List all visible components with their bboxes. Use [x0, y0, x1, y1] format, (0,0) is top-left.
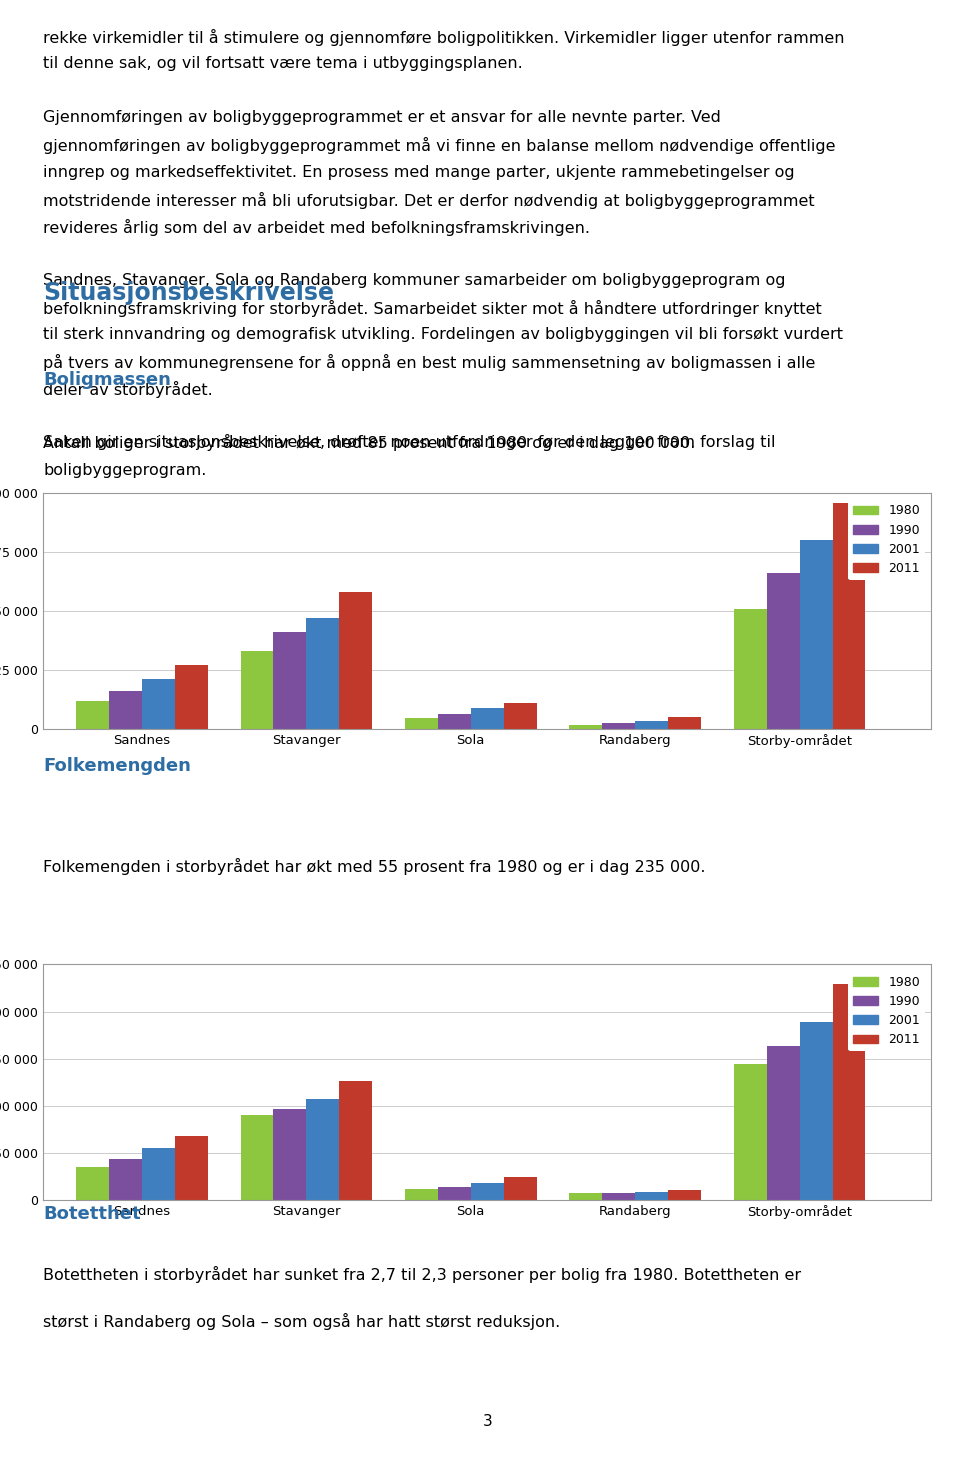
Text: deler av storbyrådet.: deler av storbyrådet. [43, 381, 213, 398]
Bar [668, 716, 701, 730]
Text: på tvers av kommunegrensene for å oppnå en best mulig sammensetning av boligmass: på tvers av kommunegrensene for å oppnå … [43, 355, 816, 371]
Text: Antall boliger i storbyrådet har økt med 85 prosent fra 1980 og er i dag 100 000: Antall boliger i storbyrådet har økt med… [43, 434, 696, 451]
Bar [767, 573, 800, 730]
Bar [767, 1046, 800, 1200]
Bar [274, 1109, 306, 1200]
Bar [438, 1187, 470, 1200]
Bar [306, 618, 339, 730]
Text: boligbyggeprogram.: boligbyggeprogram. [43, 463, 206, 478]
Bar [504, 1178, 537, 1200]
Bar [800, 541, 832, 730]
Text: inngrep og markedseffektivitet. En prosess med mange parter, ukjente rammebeting: inngrep og markedseffektivitet. En prose… [43, 164, 795, 180]
Text: til denne sak, og vil fortsatt være tema i utbyggingsplanen.: til denne sak, og vil fortsatt være tema… [43, 56, 523, 72]
Text: Boligmassen: Boligmassen [43, 371, 171, 388]
Bar [733, 608, 767, 730]
Bar [241, 650, 274, 730]
Text: revideres årlig som del av arbeidet med befolkningsframskrivingen.: revideres årlig som del av arbeidet med … [43, 218, 590, 236]
Text: rekke virkemidler til å stimulere og gjennomføre boligpolitikken. Virkemidler li: rekke virkemidler til å stimulere og gje… [43, 29, 845, 45]
Bar [832, 984, 865, 1200]
Bar [405, 718, 438, 730]
Bar [438, 713, 470, 730]
Bar [142, 680, 175, 730]
Bar [175, 1135, 207, 1200]
Bar [109, 691, 142, 730]
Bar [142, 1149, 175, 1200]
Text: Gjennomføringen av boligbyggeprogrammet er et ansvar for alle nevnte parter. Ved: Gjennomføringen av boligbyggeprogrammet … [43, 110, 721, 126]
Bar [405, 1188, 438, 1200]
Legend: 1980, 1990, 2001, 2011: 1980, 1990, 2001, 2011 [849, 971, 924, 1052]
Text: størst i Randaberg og Sola – som også har hatt størst reduksjon.: størst i Randaberg og Sola – som også ha… [43, 1313, 561, 1330]
Text: Folkemengden i storbyrådet har økt med 55 prosent fra 1980 og er i dag 235 000.: Folkemengden i storbyrådet har økt med 5… [43, 858, 706, 876]
Bar [602, 1193, 636, 1200]
Bar [175, 665, 207, 730]
Text: Folkemengden: Folkemengden [43, 757, 191, 775]
Text: 3: 3 [482, 1414, 492, 1428]
Text: Botettheten i storbyrådet har sunket fra 2,7 til 2,3 personer per bolig fra 1980: Botettheten i storbyrådet har sunket fra… [43, 1266, 802, 1283]
Bar [636, 1191, 668, 1200]
Bar [668, 1190, 701, 1200]
Bar [602, 722, 636, 730]
Legend: 1980, 1990, 2001, 2011: 1980, 1990, 2001, 2011 [849, 500, 924, 580]
Text: til sterk innvandring og demografisk utvikling. Fordelingen av boligbyggingen vi: til sterk innvandring og demografisk utv… [43, 327, 843, 343]
Bar [339, 1081, 372, 1200]
Bar [569, 1194, 602, 1200]
Bar [274, 633, 306, 730]
Text: Botetthet: Botetthet [43, 1204, 141, 1223]
Bar [733, 1065, 767, 1200]
Bar [504, 703, 537, 730]
Text: gjennomføringen av boligbyggeprogrammet må vi finne en balanse mellom nødvendige: gjennomføringen av boligbyggeprogrammet … [43, 138, 836, 154]
Text: Sandnes, Stavanger, Sola og Randaberg kommuner samarbeider om boligbyggeprogram : Sandnes, Stavanger, Sola og Randaberg ko… [43, 272, 785, 289]
Text: motstridende interesser må bli uforutsigbar. Det er derfor nødvendig at boligbyg: motstridende interesser må bli uforutsig… [43, 192, 815, 208]
Text: Situasjonsbeskrivelse: Situasjonsbeskrivelse [43, 281, 334, 305]
Bar [636, 721, 668, 730]
Bar [470, 1184, 504, 1200]
Text: befolkningsframskriving for storbyrådet. Samarbeidet sikter mot å håndtere utfor: befolkningsframskriving for storbyrådet.… [43, 300, 822, 316]
Bar [76, 700, 109, 730]
Bar [306, 1099, 339, 1200]
Text: Saken gir en situasjonsbeskrivelse, drøfter noen utfordringer før den legger fra: Saken gir en situasjonsbeskrivelse, drøf… [43, 435, 776, 451]
Bar [339, 592, 372, 730]
Bar [569, 725, 602, 730]
Bar [76, 1168, 109, 1200]
Bar [109, 1159, 142, 1200]
Bar [832, 502, 865, 730]
Bar [800, 1023, 832, 1200]
Bar [470, 708, 504, 730]
Bar [241, 1115, 274, 1200]
